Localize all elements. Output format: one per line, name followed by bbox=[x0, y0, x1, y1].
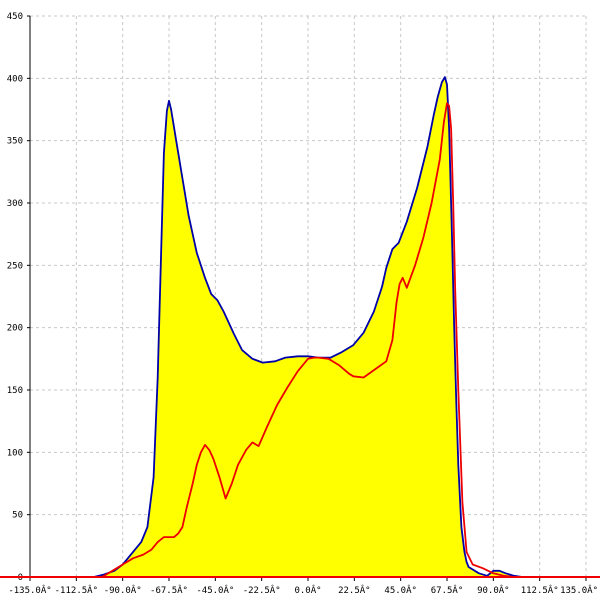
y-tick-label-3: 150 bbox=[7, 386, 23, 396]
x-tick-label-12: 135.0Â° bbox=[560, 584, 598, 596]
y-tick-label-7: 350 bbox=[7, 137, 23, 147]
y-tick-label-1: 50 bbox=[12, 511, 23, 521]
x-tick-label-6: 0.0Â° bbox=[294, 584, 321, 596]
series-1-line bbox=[101, 102, 523, 578]
x-tick-label-4: -45.0Â° bbox=[196, 584, 234, 596]
x-tick-label-7: 22.5Â° bbox=[338, 584, 371, 596]
y-tick-label-5: 250 bbox=[7, 261, 23, 271]
x-tick-label-10: 90.0Â° bbox=[477, 584, 510, 596]
y-tick-label-8: 400 bbox=[7, 74, 23, 84]
series-0-area bbox=[93, 77, 523, 577]
x-tick-label-9: 67.5Â° bbox=[431, 584, 464, 596]
y-tick-label-6: 300 bbox=[7, 199, 23, 209]
tick-labels: -135.0Â° -112.5Â° -90.0Â° -67.5Â° -45.0Â° -22… bbox=[7, 12, 598, 596]
series-0-line bbox=[93, 76, 523, 578]
series-areas bbox=[93, 77, 523, 577]
grid bbox=[30, 15, 587, 577]
x-tick-label-8: 45.0Â° bbox=[384, 584, 417, 596]
x-tick-label-5: -22.5Â° bbox=[243, 584, 281, 596]
x-tick-label-11: 112.5Â° bbox=[521, 584, 559, 596]
x-tick-label-0: -135.0Â° bbox=[8, 584, 51, 596]
x-tick-label-2: -90.0Â° bbox=[104, 584, 142, 596]
y-tick-label-9: 450 bbox=[7, 12, 23, 22]
y-tick-label-4: 200 bbox=[7, 324, 23, 334]
x-tick-label-1: -112.5Â° bbox=[55, 584, 98, 596]
series-lines bbox=[93, 76, 523, 578]
y-tick-label-2: 100 bbox=[7, 448, 23, 458]
x-tick-label-3: -67.5Â° bbox=[150, 584, 188, 596]
